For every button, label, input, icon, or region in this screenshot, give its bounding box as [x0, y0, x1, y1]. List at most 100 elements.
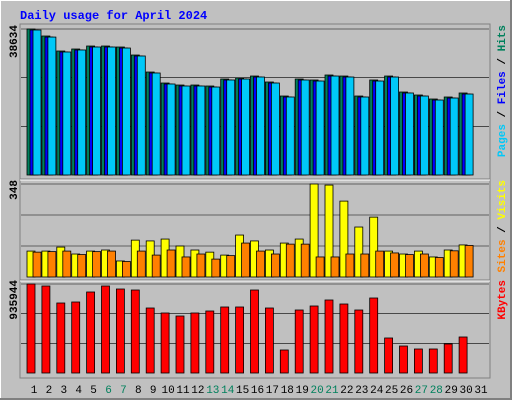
- chart-title: Daily usage for April 2024: [20, 9, 207, 23]
- bar: [464, 245, 474, 278]
- x-tick-label: 6: [105, 385, 112, 397]
- y-tick-label: 935944: [9, 280, 21, 320]
- bar: [220, 306, 230, 374]
- bar: [384, 337, 394, 374]
- bar: [151, 254, 161, 278]
- bar: [315, 256, 325, 278]
- x-tick-label: 15: [236, 385, 249, 397]
- bar: [354, 226, 364, 278]
- bar: [339, 200, 349, 278]
- bar: [250, 289, 259, 374]
- x-tick-label: 23: [355, 385, 368, 397]
- bar: [405, 254, 414, 278]
- x-tick-label: 2: [46, 385, 53, 397]
- bar: [449, 250, 459, 278]
- bar: [47, 251, 57, 278]
- x-tick-label: 9: [150, 385, 157, 397]
- legend-separator: /: [497, 104, 509, 124]
- bar: [181, 256, 191, 278]
- bar: [196, 85, 206, 176]
- bar: [324, 184, 334, 278]
- bar: [235, 306, 245, 374]
- legend-entry: Sites: [497, 239, 509, 272]
- bar: [136, 55, 146, 176]
- bar: [62, 51, 72, 176]
- bar: [434, 257, 444, 278]
- legend-entry: Pages: [497, 124, 509, 157]
- bar: [300, 243, 310, 278]
- x-tick-label: 30: [459, 385, 472, 397]
- bar: [419, 95, 429, 176]
- bar: [279, 349, 289, 374]
- x-tick-label: 14: [221, 385, 235, 397]
- legend-separator: /: [497, 220, 509, 240]
- bar: [32, 29, 42, 176]
- legend-entry: Visits: [497, 180, 509, 220]
- bar: [77, 254, 87, 278]
- bar: [107, 250, 116, 278]
- bar: [47, 36, 57, 176]
- x-tick-label: 5: [90, 385, 97, 397]
- bar: [101, 285, 110, 374]
- bar: [375, 80, 385, 176]
- bar: [56, 302, 66, 374]
- bar: [369, 297, 379, 374]
- x-tick-label: 10: [161, 385, 174, 397]
- bar: [71, 301, 81, 374]
- legend: KBytes: [497, 280, 509, 320]
- x-tick-label: 8: [135, 385, 142, 397]
- x-tick-label: 19: [296, 385, 309, 397]
- x-tick-label: 24: [370, 385, 384, 397]
- bar: [270, 82, 280, 176]
- x-tick-label: 3: [60, 385, 67, 397]
- bar: [309, 183, 319, 278]
- x-tick-label: 4: [75, 385, 82, 397]
- bar: [196, 253, 206, 278]
- bar: [160, 312, 170, 374]
- bar: [256, 76, 265, 176]
- bar: [145, 307, 155, 374]
- bar: [116, 288, 125, 374]
- x-tick-label: 21: [325, 385, 339, 397]
- legend-separator: /: [497, 51, 509, 71]
- bar: [300, 79, 310, 176]
- x-tick-label: 27: [415, 385, 428, 397]
- bar: [92, 46, 101, 176]
- bar: [166, 249, 176, 278]
- x-tick-label: 13: [206, 385, 219, 397]
- bar: [354, 309, 364, 374]
- bar: [226, 255, 236, 278]
- x-tick-label: 1: [31, 385, 38, 397]
- bar: [324, 299, 334, 374]
- bar: [241, 242, 251, 278]
- bar: [315, 80, 325, 176]
- bar: [166, 83, 176, 176]
- bar: [464, 93, 474, 176]
- bar: [449, 97, 459, 176]
- bar: [443, 343, 453, 374]
- bar: [181, 85, 191, 176]
- bar: [107, 46, 116, 176]
- legend-entry: Hits: [497, 25, 509, 51]
- bar: [175, 315, 185, 374]
- x-tick-label: 7: [120, 385, 127, 397]
- bar: [345, 76, 355, 176]
- bar: [390, 252, 400, 278]
- bar: [375, 250, 385, 278]
- bar: [211, 86, 221, 176]
- bar: [256, 250, 265, 278]
- bar: [151, 72, 161, 176]
- y-tick-label: 38634: [9, 25, 21, 58]
- x-tick-label: 22: [340, 385, 353, 397]
- bar: [26, 283, 36, 374]
- bar: [330, 256, 340, 278]
- bar: [309, 305, 319, 374]
- legend-entry: KBytes: [497, 280, 509, 320]
- bar: [399, 345, 408, 374]
- x-tick-label: 29: [445, 385, 458, 397]
- bar: [294, 309, 304, 374]
- bar: [339, 303, 349, 374]
- bar: [86, 291, 95, 374]
- legend-entry: Files: [497, 71, 509, 104]
